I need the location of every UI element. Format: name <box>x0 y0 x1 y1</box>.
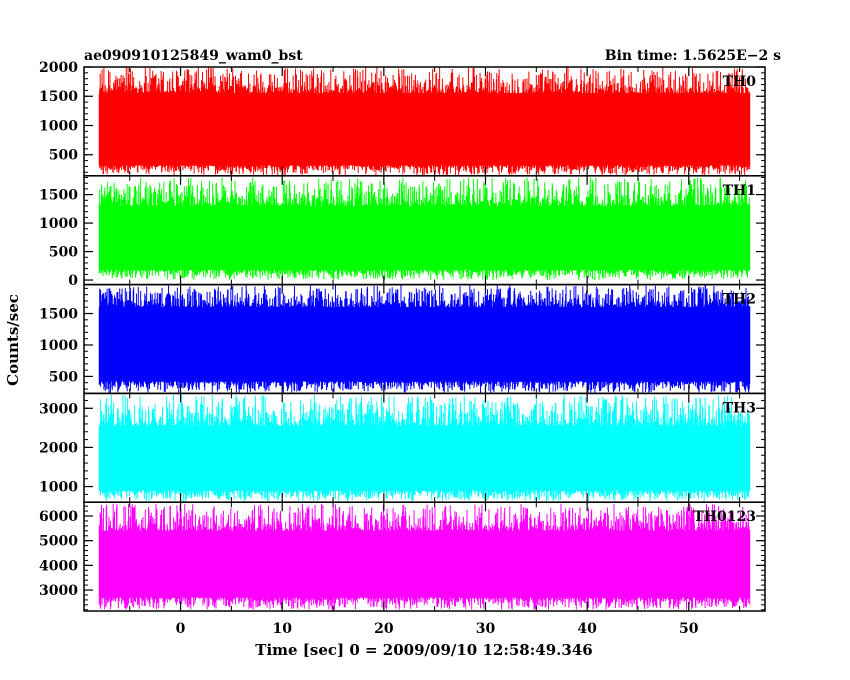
series-label: TH2 <box>723 292 756 308</box>
y-tick-label: 1500 <box>39 89 78 105</box>
y-tick-label: 0 <box>68 273 78 289</box>
series-label: TH0123 <box>693 509 756 525</box>
panel-th3: 1000 2000 3000 TH3 <box>39 392 766 503</box>
panel-th1: 0 500 1000 1500 TH1 <box>39 175 766 289</box>
x-tick-label: 40 <box>577 621 597 637</box>
series-label: TH1 <box>723 183 756 199</box>
series-label: TH0 <box>723 74 757 90</box>
x-axis-label: Time [sec] 0 = 2009/09/10 12:58:49.346 <box>255 641 592 659</box>
y-tick-label: 1500 <box>39 307 78 323</box>
y-tick-label: 3000 <box>39 583 78 599</box>
y-tick-label: 5000 <box>39 534 78 550</box>
y-tick-label: 2000 <box>39 60 78 76</box>
x-tick-label: 0 <box>176 621 186 637</box>
panel-frame <box>83 501 766 612</box>
signal-trace-th0123 <box>98 503 751 610</box>
x-tick-label: 10 <box>272 621 292 637</box>
x-tick-label: 30 <box>476 621 496 637</box>
bin-time-label: Bin time: 1.5625E−2 s <box>605 48 781 64</box>
y-tick-label: 1000 <box>39 480 78 496</box>
y-tick-label: 1000 <box>39 216 78 232</box>
source-title: ae090910125849_wam0_bst <box>84 48 303 64</box>
y-tick-label: 3000 <box>39 401 78 417</box>
y-tick-label: 500 <box>49 245 78 261</box>
y-tick-label: 4000 <box>39 558 78 574</box>
y-tick-label: 1000 <box>39 118 78 134</box>
signal-trace-th2 <box>98 285 751 393</box>
signal-trace-th3 <box>98 394 751 502</box>
y-tick-label: 2000 <box>39 440 78 456</box>
y-axis-label: Counts/sec <box>4 294 22 386</box>
panel-th0: 500 1000 1500 2000 TH0 <box>39 60 766 177</box>
y-tick-label: 1500 <box>39 188 78 204</box>
panel-th2: 500 1000 1500 TH2 <box>39 283 766 395</box>
x-tick-label: 20 <box>374 621 394 637</box>
panel-th0123: 3000 4000 5000 6000 TH0123 <box>39 501 766 612</box>
y-tick-label: 500 <box>49 369 78 385</box>
y-tick-label: 1000 <box>39 338 78 354</box>
signal-trace-th0 <box>98 67 751 176</box>
y-tick-label: 500 <box>49 148 78 164</box>
series-label: TH3 <box>723 400 756 416</box>
signal-trace-th1 <box>98 177 751 281</box>
x-tick-label: 50 <box>679 621 699 637</box>
y-tick-label: 6000 <box>39 509 78 525</box>
